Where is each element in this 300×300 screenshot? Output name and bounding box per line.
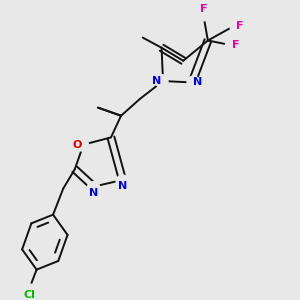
Circle shape — [226, 38, 238, 51]
Circle shape — [87, 182, 100, 194]
Text: F: F — [200, 4, 207, 14]
Text: F: F — [236, 21, 244, 31]
Text: N: N — [89, 188, 98, 198]
Text: Cl: Cl — [23, 290, 35, 300]
Text: F: F — [232, 40, 239, 50]
Circle shape — [116, 175, 129, 188]
Text: N: N — [152, 76, 162, 86]
Circle shape — [197, 8, 210, 21]
Text: O: O — [73, 140, 82, 150]
Circle shape — [23, 284, 35, 296]
Circle shape — [187, 76, 200, 89]
Text: N: N — [118, 182, 127, 191]
Text: N: N — [194, 77, 202, 88]
Circle shape — [230, 20, 243, 32]
Circle shape — [76, 138, 88, 151]
Circle shape — [155, 75, 168, 87]
